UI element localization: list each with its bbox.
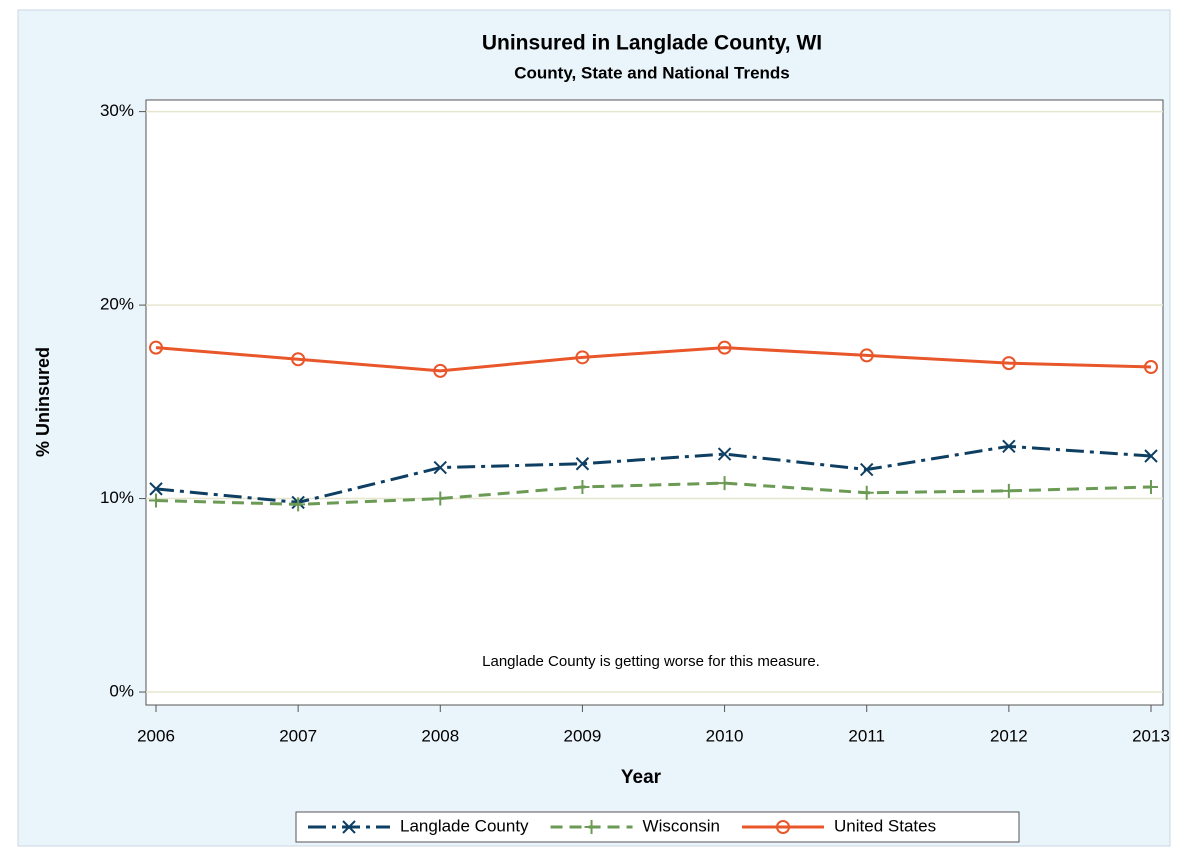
legend — [295, 811, 1020, 843]
data-point — [575, 350, 590, 365]
data-point — [575, 479, 590, 494]
series-line — [155, 444, 1152, 504]
x-tick-label: 2011 — [848, 726, 885, 745]
x-axis-label: Year — [621, 767, 662, 788]
data-point — [1001, 356, 1016, 371]
y-tick-label: 10% — [100, 488, 134, 507]
data-point — [291, 352, 306, 367]
series-line — [155, 346, 1152, 373]
data-point — [433, 363, 448, 378]
data-point — [1144, 479, 1158, 494]
data-point — [859, 485, 874, 500]
legend-marker — [342, 820, 356, 834]
chart-subtitle: County, State and National Trends — [514, 63, 790, 82]
data-point — [433, 460, 447, 475]
plot-area — [145, 99, 1164, 706]
x-tick-label: 2009 — [564, 726, 602, 745]
x-tick-label: 2013 — [1132, 726, 1170, 745]
x-tick-label: 2006 — [137, 726, 175, 745]
data-point — [575, 457, 590, 471]
x-tick-label: 2008 — [421, 726, 459, 745]
legend-label: Langlade County — [400, 816, 529, 835]
chart-title: Uninsured in Langlade County, WI — [482, 32, 822, 55]
data-point — [1001, 483, 1016, 498]
data-point — [291, 497, 306, 512]
data-point — [149, 482, 163, 496]
x-tick-label: 2007 — [279, 726, 317, 745]
legend-label: Wisconsin — [643, 816, 720, 835]
data-point — [433, 491, 448, 506]
data-point — [149, 340, 163, 355]
series-line — [155, 481, 1152, 506]
y-tick-label: 20% — [100, 295, 134, 314]
annotation: Langlade County is getting worse for thi… — [482, 653, 820, 670]
data-point — [717, 340, 732, 355]
data-point — [717, 447, 732, 461]
x-tick-label: 2012 — [990, 726, 1028, 745]
data-point — [1144, 359, 1158, 374]
y-tick-label: 30% — [100, 101, 134, 120]
data-point — [859, 348, 874, 363]
x-tick-label: 2010 — [706, 726, 744, 745]
data-point — [860, 462, 874, 477]
y-axis-label: % Uninsured — [33, 347, 53, 457]
data-point — [149, 493, 163, 508]
legend-marker — [584, 820, 599, 834]
data-point — [1002, 439, 1016, 454]
y-tick-label: 0% — [109, 682, 134, 701]
data-point — [1144, 449, 1158, 463]
legend-marker — [776, 820, 791, 834]
legend-label: United States — [834, 816, 936, 835]
data-point — [717, 476, 732, 491]
